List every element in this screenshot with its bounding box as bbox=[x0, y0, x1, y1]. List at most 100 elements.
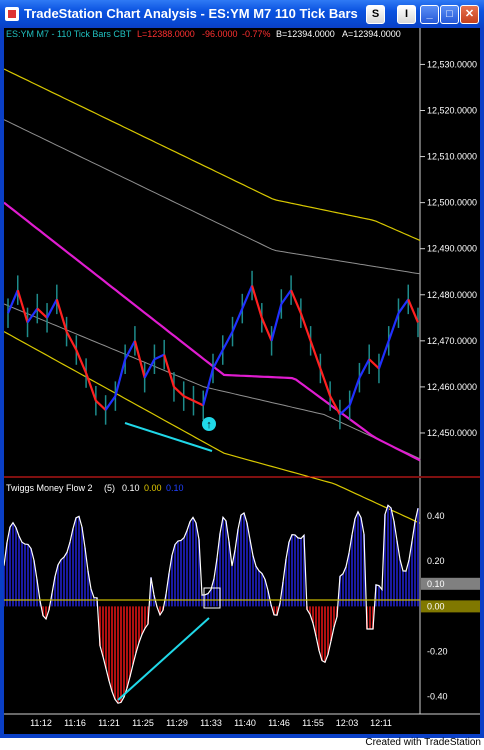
time-tick-label: 11:33 bbox=[200, 718, 222, 728]
price-segment bbox=[193, 399, 204, 407]
price-segment bbox=[16, 289, 29, 323]
app-icon bbox=[5, 7, 19, 21]
price-segment bbox=[290, 289, 302, 314]
maximize-button[interactable]: □ bbox=[440, 5, 459, 24]
price-segment bbox=[46, 298, 58, 319]
oscillator-tick-label: -0.20 bbox=[427, 647, 448, 657]
oscillator-value-box bbox=[421, 600, 480, 613]
last-price: L=12388.0000 bbox=[137, 29, 195, 39]
close-button[interactable]: ✕ bbox=[460, 5, 479, 24]
time-tick-label: 11:21 bbox=[98, 718, 120, 728]
price-segment bbox=[55, 299, 68, 332]
time-tick-label: 11:25 bbox=[132, 718, 154, 728]
price-bars bbox=[7, 270, 419, 430]
time-tick-label: 11:40 bbox=[234, 718, 256, 728]
i-button[interactable]: I bbox=[397, 5, 416, 24]
upper-band-line bbox=[4, 68, 421, 242]
indicator-pane: Twiggs Money Flow 2 (5) 0.10 0.00 0.10 0… bbox=[4, 478, 480, 714]
upper-mid-band-line bbox=[4, 119, 421, 275]
price-segment bbox=[143, 358, 156, 379]
price-segment bbox=[387, 312, 400, 342]
time-tick-label: 11:12 bbox=[30, 718, 52, 728]
time-tick-label: 12:03 bbox=[336, 718, 359, 728]
price-segment bbox=[309, 340, 322, 369]
indicator-value-2: 0.00 bbox=[144, 483, 162, 493]
indicator-param: (5) bbox=[104, 483, 115, 493]
price-tick-label: 12,500.0000 bbox=[427, 198, 477, 208]
price-segment bbox=[377, 340, 390, 369]
price-trend-line bbox=[124, 422, 213, 452]
oscillator-tick-label: 0.40 bbox=[427, 511, 445, 521]
lower-band-line bbox=[4, 331, 421, 524]
price-tick-label: 12,460.0000 bbox=[427, 382, 477, 392]
price-segment bbox=[407, 298, 420, 323]
oscillator-tick-label: 0.10 bbox=[427, 579, 445, 589]
price-tick-label: 12,470.0000 bbox=[427, 336, 477, 346]
price-segment bbox=[26, 307, 39, 324]
title-bar[interactable]: TradeStation Chart Analysis - ES:YM M7 1… bbox=[0, 0, 484, 28]
oscillator-tick-label: -0.40 bbox=[427, 692, 448, 702]
price-segment bbox=[65, 331, 78, 351]
up-arrow-icon: ↑ bbox=[206, 419, 212, 431]
buy-signal-marker[interactable] bbox=[202, 417, 216, 431]
lower-mid-band-line bbox=[4, 303, 421, 460]
price-axis: 12,530.0000 12,520.0000 12,510.0000 12,500.… bbox=[420, 59, 477, 438]
chart-svg[interactable]: ES:YM M7 - 110 Tick Bars CBT L=12388.000… bbox=[4, 28, 480, 734]
ask-price: A=12394.0000 bbox=[342, 29, 401, 39]
price-tick-label: 12,450.0000 bbox=[427, 428, 477, 438]
highlight-box[interactable] bbox=[203, 587, 221, 609]
price-segment bbox=[75, 349, 88, 374]
oscillator-line bbox=[4, 504, 419, 704]
price-segment bbox=[250, 285, 263, 319]
price-segment bbox=[163, 354, 176, 388]
net-change: -96.0000 bbox=[202, 29, 238, 39]
price-segment bbox=[95, 399, 107, 411]
price-segment bbox=[358, 358, 371, 379]
price-segment bbox=[348, 377, 361, 406]
symbol-label: ES:YM M7 - 110 Tick Bars CBT bbox=[6, 29, 132, 39]
time-tick-label: 11:46 bbox=[268, 718, 290, 728]
credit-text: Created with TradeStation bbox=[365, 737, 481, 748]
price-segment bbox=[173, 386, 185, 397]
price-segment bbox=[319, 368, 332, 397]
price-segment bbox=[124, 340, 136, 360]
oscillator-tick-label: 0.00 bbox=[427, 601, 445, 611]
price-segment bbox=[339, 404, 351, 416]
chart-area[interactable]: ES:YM M7 - 110 Tick Bars CBT L=12388.000… bbox=[4, 28, 480, 734]
time-tick-label: 11:16 bbox=[64, 718, 86, 728]
price-segment bbox=[280, 289, 292, 305]
price-segment bbox=[133, 340, 146, 378]
price-tick-label: 12,480.0000 bbox=[427, 290, 477, 300]
price-segment bbox=[260, 317, 273, 342]
pct-change: -0.77% bbox=[242, 29, 271, 39]
price-segment bbox=[36, 307, 48, 319]
price-segment bbox=[368, 358, 380, 370]
footer: Created with TradeStation bbox=[0, 737, 484, 750]
price-pane: 12,530.0000 12,520.0000 12,510.0000 12,500.… bbox=[4, 28, 477, 524]
time-tick-label: 11:29 bbox=[166, 718, 188, 728]
time-tick-label: 11:55 bbox=[302, 718, 324, 728]
price-segment bbox=[114, 358, 127, 397]
price-segment bbox=[6, 289, 19, 314]
moving-average-line bbox=[4, 201, 421, 462]
price-segment bbox=[153, 353, 165, 361]
price-segment bbox=[221, 331, 234, 351]
price-tick-label: 12,510.0000 bbox=[427, 152, 477, 162]
price-tick-label: 12,530.0000 bbox=[427, 59, 477, 69]
oscillator-value-box bbox=[421, 577, 480, 590]
price-segment bbox=[104, 395, 117, 411]
price-segment bbox=[329, 395, 341, 416]
minimize-button[interactable]: _ bbox=[420, 5, 439, 24]
price-segment bbox=[183, 395, 194, 402]
price-segment bbox=[85, 372, 97, 402]
oscillator-trend-line bbox=[117, 617, 210, 701]
window-title: TradeStation Chart Analysis - ES:YM M7 1… bbox=[24, 6, 362, 21]
price-tick-label: 12,520.0000 bbox=[427, 105, 477, 115]
oscillator-tick-label: 0.20 bbox=[427, 556, 445, 566]
price-segment bbox=[299, 312, 312, 342]
time-axis: 11:12 11:16 11:21 11:25 11:29 11:33 11:40 11:46… bbox=[30, 718, 392, 728]
indicator-value-1: 0.10 bbox=[122, 483, 140, 493]
oscillator-bars bbox=[4, 505, 419, 704]
s-button[interactable]: S bbox=[366, 5, 385, 24]
